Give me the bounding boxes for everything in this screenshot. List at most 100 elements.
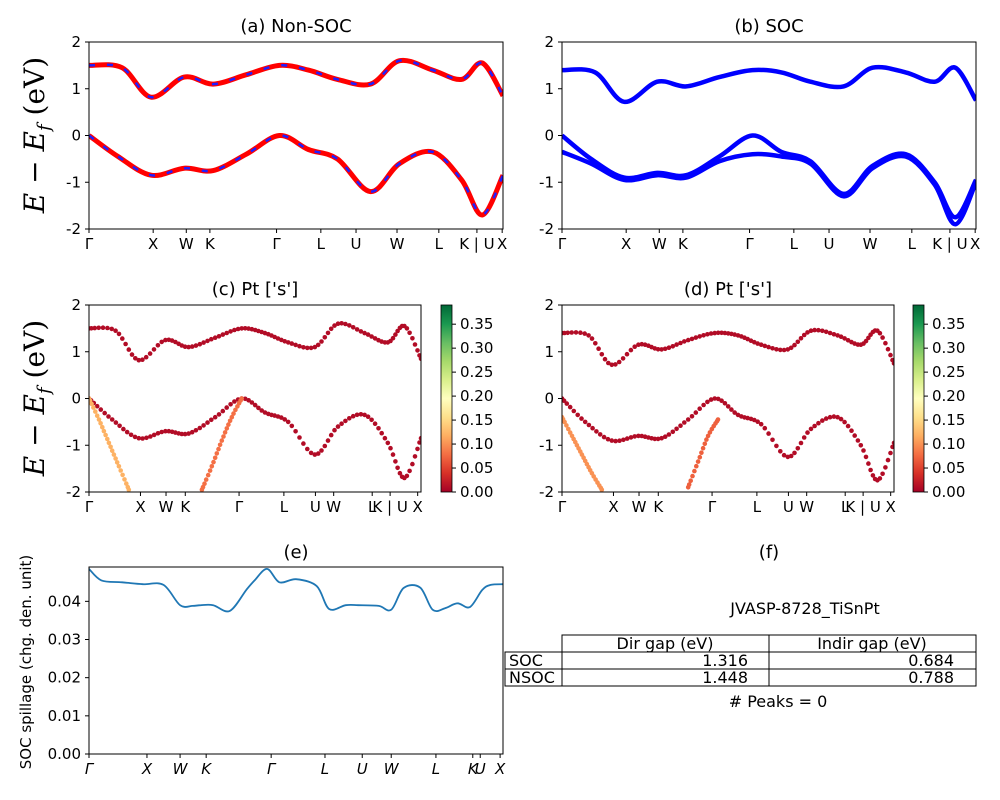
band-point — [624, 436, 630, 441]
band-point — [350, 325, 356, 330]
band-point — [232, 327, 237, 333]
band-point — [221, 434, 226, 439]
colorbar-tick-label: 0.05 — [932, 459, 965, 477]
band-point — [308, 450, 314, 456]
band-point — [564, 423, 569, 428]
band-point — [700, 445, 706, 451]
band-point — [632, 344, 637, 350]
x-tick-label: W — [326, 498, 341, 516]
band-point — [132, 434, 138, 440]
band-point — [93, 409, 98, 414]
band-point — [347, 416, 352, 421]
panel-e-frame — [88, 566, 504, 755]
band-point — [697, 454, 703, 460]
band-point — [239, 326, 244, 331]
band-point — [372, 336, 378, 341]
band-point — [393, 332, 398, 337]
band-point — [186, 431, 191, 436]
band-point — [562, 398, 567, 403]
panel-e: (e) SOC spillage (chg. den. unit) 0.000.… — [17, 542, 506, 778]
y-tick-label: 2 — [544, 296, 554, 314]
band-point — [354, 412, 360, 418]
band-point — [197, 425, 203, 431]
band-point — [725, 404, 731, 409]
band-point — [214, 451, 220, 456]
table-row-label-soc: SOC — [509, 651, 543, 670]
band-point — [616, 359, 622, 365]
band-point — [143, 354, 149, 360]
band-point — [120, 336, 125, 341]
band-point — [144, 435, 149, 441]
band-point — [129, 352, 135, 357]
band-point — [197, 341, 203, 347]
band-point — [232, 399, 237, 404]
x-tick-label: W — [863, 235, 878, 253]
table-header-indir-gap: Indir gap (eV) — [817, 634, 927, 653]
x-tick-label: K | U — [459, 235, 494, 253]
band-point — [885, 457, 891, 463]
x-tick-label: Γ — [85, 760, 95, 778]
band-point — [690, 473, 695, 479]
band-point — [685, 337, 691, 343]
band-point — [96, 325, 101, 331]
band-point — [229, 414, 235, 420]
band-point — [121, 426, 126, 432]
x-tick-label: K — [678, 235, 689, 253]
x-tick-label: K — [201, 760, 212, 778]
band-point — [685, 417, 691, 422]
band-point — [798, 336, 804, 341]
x-tick-label: U — [824, 235, 835, 253]
band-point — [136, 357, 142, 363]
band-point — [562, 330, 567, 336]
x-tick-label: X — [497, 235, 507, 253]
band-point — [788, 453, 794, 459]
band-point — [325, 438, 331, 443]
band-point — [566, 426, 571, 432]
band-point — [123, 341, 128, 347]
x-tick-label: X — [970, 235, 980, 253]
colorbar-tick-label: 0.20 — [460, 387, 493, 405]
band-point — [694, 463, 699, 469]
y-tick-label: 0.02 — [48, 669, 81, 687]
panel-a-ylabel: E − Ef (eV) — [18, 57, 55, 214]
band-point — [293, 342, 298, 348]
band-point — [606, 360, 611, 366]
band-point — [891, 361, 894, 366]
colorbar-tick-label: 0.10 — [460, 435, 493, 453]
panel-c-colorbar-ticks: 0.00 0.05 0.10 0.15 0.20 0.25 0.30 0.35 — [452, 315, 493, 501]
y-tick-label: 0.03 — [48, 631, 81, 649]
x-tick-label: K | U — [845, 498, 880, 516]
band-point — [888, 352, 893, 358]
x-tick-label: L — [908, 235, 917, 253]
x-tick-label: Γ — [558, 235, 567, 253]
band-point — [590, 425, 595, 431]
band-point — [808, 328, 814, 334]
band-point — [632, 434, 637, 439]
band-point — [890, 357, 894, 363]
band-point — [211, 459, 216, 465]
band-point — [609, 438, 615, 443]
band-point — [212, 455, 218, 461]
band-point — [863, 454, 869, 460]
panel-d-plot-area — [562, 327, 894, 492]
band-point — [124, 429, 130, 435]
band-point — [282, 339, 288, 344]
band-point — [801, 435, 807, 440]
band-point — [390, 335, 396, 341]
band-point — [704, 437, 709, 442]
band-point — [755, 341, 760, 346]
band-point — [770, 346, 775, 351]
band-point — [693, 335, 699, 340]
band-point — [562, 419, 567, 425]
band-point — [100, 325, 106, 331]
band-point — [117, 423, 122, 429]
band-point — [365, 414, 371, 420]
band-point — [98, 421, 103, 426]
band-point — [722, 401, 728, 406]
table-header-dir-gap: Dir gap (eV) — [617, 634, 714, 653]
band-point — [695, 459, 701, 464]
band-point — [246, 398, 251, 403]
band-point — [715, 396, 721, 402]
y-tick-label: 0 — [544, 127, 554, 145]
